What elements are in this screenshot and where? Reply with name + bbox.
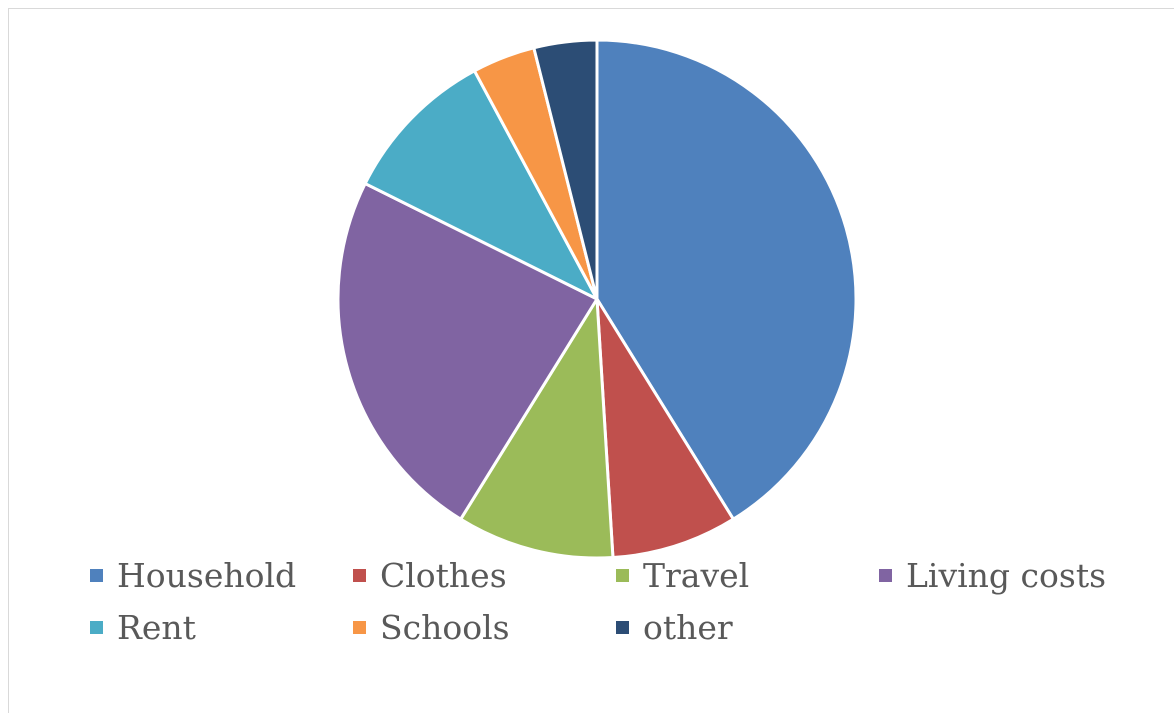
legend-swatch-living-costs — [879, 568, 892, 582]
legend-item-rent: Rent — [90, 611, 353, 644]
chart-legend: Household Clothes Travel Living costs Re… — [90, 552, 1150, 650]
legend-label-clothes: Clothes — [380, 555, 507, 595]
pie-slice-rent — [363, 69, 599, 301]
legend-item-travel: Travel — [616, 559, 879, 592]
legend-swatch-household — [90, 568, 103, 582]
legend-row: Rent Schools other — [90, 604, 1150, 650]
legend-item-other: other — [616, 611, 879, 644]
legend-swatch-travel — [616, 568, 629, 582]
legend-swatch-other — [616, 620, 629, 634]
pie-slice-clothes — [595, 297, 735, 560]
legend-item-clothes: Clothes — [353, 559, 616, 592]
legend-label-household: Household — [117, 555, 297, 595]
legend-swatch-rent — [90, 620, 103, 634]
pie-slice-other — [532, 38, 599, 301]
legend-item-household: Household — [90, 559, 353, 592]
legend-item-living-costs: Living costs — [879, 559, 1142, 592]
pie-slice-household — [595, 38, 858, 521]
legend-label-schools: Schools — [380, 607, 510, 647]
pie-slice-travel — [459, 297, 615, 560]
legend-item-schools: Schools — [353, 611, 616, 644]
legend-row: Household Clothes Travel Living costs — [90, 552, 1150, 598]
legend-label-rent: Rent — [117, 607, 196, 647]
legend-label-living-costs: Living costs — [906, 555, 1107, 595]
legend-label-travel: Travel — [643, 555, 750, 595]
legend-swatch-schools — [353, 620, 366, 634]
legend-label-other: other — [643, 607, 733, 647]
legend-swatch-clothes — [353, 568, 366, 582]
